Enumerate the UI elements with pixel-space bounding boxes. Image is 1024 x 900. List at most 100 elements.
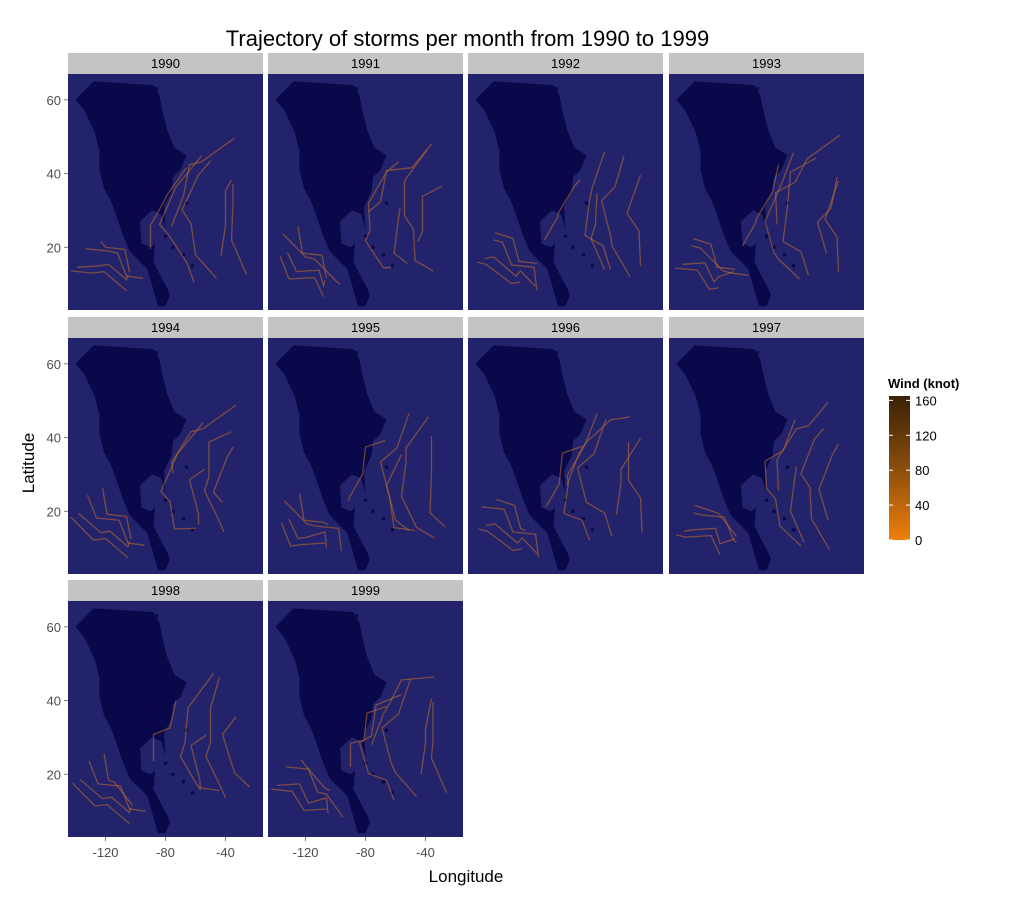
land-mass	[475, 81, 587, 307]
storm-track	[158, 155, 203, 283]
facet-strip	[468, 53, 663, 74]
island-5	[154, 350, 159, 355]
facet-strip	[268, 317, 463, 338]
y-tick-label: 60	[47, 357, 61, 372]
storm-track	[600, 155, 631, 278]
land-mass	[75, 608, 187, 834]
facet-strip	[68, 53, 263, 74]
facet-panel-1993: 1993	[669, 53, 864, 310]
island-0	[163, 234, 168, 239]
storm-track	[682, 262, 734, 284]
island-0	[163, 761, 168, 766]
island-1	[571, 509, 575, 514]
storm-track	[818, 443, 840, 521]
y-tick-label: 60	[47, 620, 61, 635]
storm-track	[543, 179, 581, 241]
storm-track	[776, 401, 829, 491]
island-3	[190, 790, 195, 795]
land-mass	[275, 345, 387, 571]
island-4	[384, 465, 389, 469]
island-3	[791, 527, 796, 532]
island-5	[755, 86, 760, 91]
storm-track	[626, 174, 642, 266]
island-2	[381, 252, 386, 257]
island-0	[764, 234, 769, 239]
island-3	[791, 263, 796, 268]
island-4	[384, 728, 389, 732]
storm-track	[494, 231, 538, 265]
facet-label: 1994	[151, 320, 180, 335]
storm-track	[85, 248, 144, 279]
storm-track	[221, 716, 250, 788]
y-tick-label: 20	[47, 504, 61, 519]
facet-panel-1992: 1992	[468, 53, 663, 310]
storm-track	[170, 137, 235, 227]
facet-label: 1999	[351, 583, 380, 598]
island-3	[190, 263, 195, 268]
island-5	[154, 613, 159, 618]
y-axis-title: Latitude	[19, 433, 38, 494]
storm-track	[188, 468, 205, 525]
storm-track	[429, 436, 446, 528]
storm-track	[298, 493, 329, 526]
storm-track	[149, 167, 188, 249]
storm-track	[286, 252, 326, 289]
storm-track	[393, 208, 408, 265]
storm-track	[280, 522, 326, 547]
storm-track	[368, 143, 433, 213]
storm-track	[691, 245, 749, 276]
storm-track	[774, 134, 841, 224]
island-3	[590, 263, 595, 268]
storm-track	[576, 418, 613, 537]
storm-track	[381, 678, 417, 797]
storm-track	[566, 416, 631, 486]
island-2	[181, 779, 186, 784]
storm-track	[674, 267, 719, 291]
storm-track	[545, 445, 583, 508]
land-mass	[676, 81, 788, 307]
storm-track	[741, 164, 780, 247]
island-5	[154, 86, 159, 91]
island-3	[390, 527, 395, 532]
facet-panel-1990: 1990 20 40 60	[47, 53, 263, 310]
storm-track	[285, 766, 344, 818]
storm-track	[584, 151, 612, 270]
storm-track	[288, 519, 328, 548]
storm-track	[78, 513, 131, 548]
island-4	[384, 201, 389, 205]
storm-track	[403, 149, 434, 272]
storm-track	[203, 431, 232, 533]
island-3	[590, 527, 595, 532]
island-1	[171, 772, 175, 777]
storm-track	[170, 404, 237, 474]
storm-track	[76, 263, 129, 281]
storm-track	[379, 412, 416, 532]
land-mass	[275, 81, 387, 307]
facet-strip	[468, 317, 663, 338]
facet-label: 1990	[151, 56, 180, 71]
x-tick-label: -80	[156, 845, 175, 860]
facet-label: 1991	[351, 56, 380, 71]
facet-panel-1997: 1997	[669, 317, 864, 574]
storm-track	[79, 779, 132, 814]
legend-tick-label: 160	[915, 393, 937, 408]
legend-tick-label: 80	[915, 463, 929, 478]
storm-track	[484, 256, 536, 287]
storm-track	[349, 705, 387, 767]
island-2	[782, 516, 787, 521]
storm-track	[152, 700, 177, 761]
island-3	[390, 263, 395, 268]
storm-track	[70, 270, 127, 292]
island-5	[354, 86, 359, 91]
storm-track	[100, 241, 131, 273]
storm-track	[72, 782, 130, 825]
island-1	[571, 245, 575, 250]
storm-track	[800, 428, 831, 551]
storm-track	[692, 512, 737, 543]
x-axis-title: Longitude	[429, 867, 504, 886]
x-tick-label: -120	[92, 845, 118, 860]
storm-track	[279, 255, 325, 297]
island-2	[581, 252, 586, 257]
island-1	[171, 245, 175, 250]
